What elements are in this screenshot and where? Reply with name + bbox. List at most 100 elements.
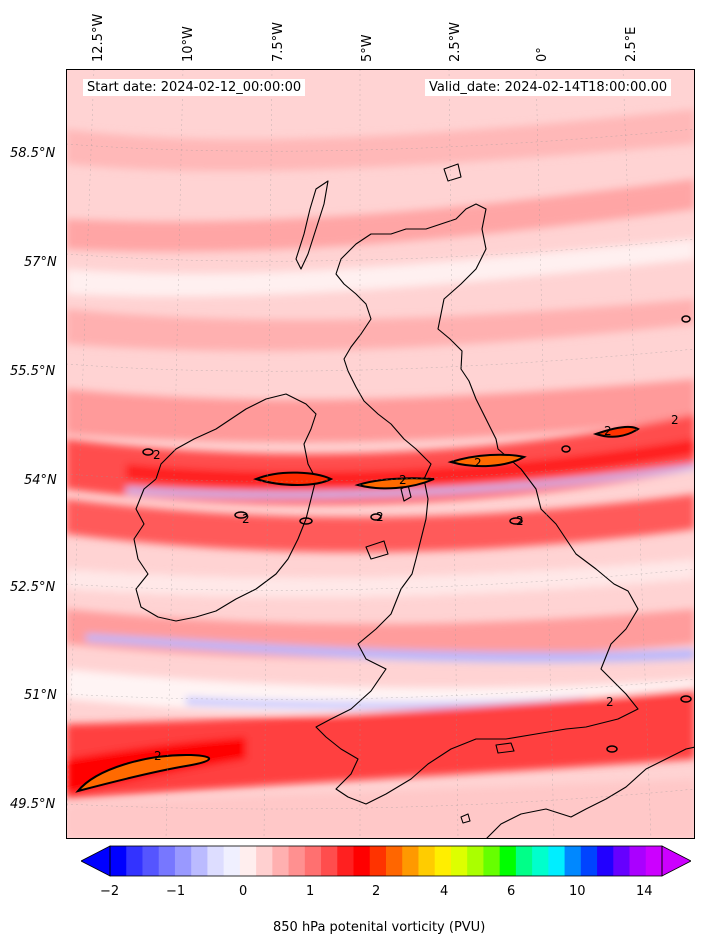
pv-band-blue-2 <box>86 634 695 663</box>
lon-label-0: 0° <box>535 47 550 62</box>
colorbar-segment <box>191 846 208 876</box>
contour-label: 2 <box>153 448 161 462</box>
coastline-orkney <box>443 163 462 182</box>
colorbar-segment <box>645 846 663 876</box>
colorbar-extend-high <box>661 845 691 877</box>
colorbar-segment <box>434 846 452 876</box>
colorbar-segment <box>386 846 403 876</box>
pv-contours <box>75 425 640 793</box>
colorbar-segment <box>515 846 533 876</box>
coastline-hebrides <box>295 180 329 270</box>
colorbar-segment <box>321 846 338 876</box>
lon-label-12.5w: 12.5°W <box>91 13 106 62</box>
pv-band-north-3 <box>66 299 695 352</box>
pv-band-central-2 <box>66 494 695 553</box>
contour-loop <box>299 517 313 525</box>
colorbar-tick-4: 4 <box>440 884 449 899</box>
pv-band-north-2 <box>66 179 695 252</box>
coastline-isle-of-wight <box>495 742 515 754</box>
colorbar-extend-low <box>81 845 111 877</box>
lon-label-5w: 5°W <box>360 34 375 62</box>
colorbar-segment <box>402 846 419 876</box>
colorbar-segment <box>337 846 355 876</box>
colorbar-segment <box>597 846 614 876</box>
lat-label-55.5n: 55.5°N <box>10 364 56 379</box>
colorbar-segment <box>499 846 517 876</box>
contour-label: 2 <box>671 413 679 427</box>
colorbar-segment <box>223 846 241 876</box>
contour-loop <box>370 513 382 521</box>
contour-loop <box>142 448 154 456</box>
colorbar-segment <box>467 846 484 876</box>
coastline-anglesey <box>365 540 389 560</box>
colorbar-segment <box>239 846 257 876</box>
contour-label: 2 <box>474 456 482 470</box>
contour-label: 2 <box>242 512 250 526</box>
contour-label: 2 <box>606 695 614 709</box>
pv-band-bottom <box>66 779 695 839</box>
colorbar-segment <box>207 846 225 876</box>
pv-map: 2 2 2 2 2 2 2 2 2 2 <box>66 69 695 839</box>
lat-label-52.5n: 52.5°N <box>10 580 56 595</box>
colorbar-segment <box>532 846 549 876</box>
lat-label-51n: 51°N <box>24 688 57 703</box>
contour-label: 2 <box>516 514 524 528</box>
contour-loop <box>681 315 691 323</box>
colorbar-segment <box>483 846 501 876</box>
colorbar <box>81 845 691 877</box>
colorbar-segment <box>174 846 192 876</box>
colorbar-tick-2: 2 <box>372 884 381 899</box>
colorbar-segment <box>256 846 273 876</box>
colorbar-segment <box>110 846 127 876</box>
colorbar-segment <box>158 846 176 876</box>
colorbar-tick-neg2: −2 <box>100 884 120 899</box>
colorbar-segment <box>418 846 436 876</box>
valid-date-label: Valid_date: 2024-02-14T18:00:00.00 <box>425 79 672 96</box>
colorbar-segment <box>353 846 371 876</box>
lat-label-49.5n: 49.5°N <box>10 797 56 812</box>
pv-band-pale-2 <box>66 559 695 598</box>
colorbar-segment <box>126 846 143 876</box>
contour-small-loops <box>142 315 692 753</box>
colorbar-segment <box>580 846 598 876</box>
colorbar-tick-neg1: −1 <box>166 884 186 899</box>
coastlines <box>133 163 695 839</box>
colorbar-segment <box>304 846 322 876</box>
colorbar-tick-6: 6 <box>507 884 516 899</box>
contour-central-3 <box>447 453 527 468</box>
colorbar-segment <box>272 846 290 876</box>
lon-label-2.5w: 2.5°W <box>448 21 463 62</box>
pv-band-mid-1 <box>66 379 695 443</box>
colorbar-tick-14: 14 <box>636 884 653 899</box>
lon-label-2.5e: 2.5°E <box>624 26 639 62</box>
graticule <box>66 69 695 839</box>
lat-label-58.5n: 58.5°N <box>10 146 56 161</box>
colorbar-segment <box>629 846 647 876</box>
pv-band-south-strong <box>66 689 695 799</box>
coastline-great-britain <box>315 203 639 805</box>
colorbar-segment <box>613 846 631 876</box>
colorbar-segment <box>450 846 468 876</box>
contour-label: 2 <box>604 424 612 438</box>
colorbar-label: 850 hPa potenital vorticity (PVU) <box>273 920 486 935</box>
colorbar-segment <box>564 846 582 876</box>
contour-central-1 <box>253 471 334 486</box>
coastline-ireland <box>133 393 317 622</box>
colorbar-tick-1: 1 <box>306 884 315 899</box>
start-date-label: Start date: 2024-02-12_00:00:00 <box>83 79 306 96</box>
contour-loop <box>561 445 571 453</box>
lat-label-54n: 54°N <box>24 473 57 488</box>
coastline-france <box>485 746 695 839</box>
colorbar-segment <box>369 846 387 876</box>
colorbar-tick-0: 0 <box>239 884 248 899</box>
colorbar-segment <box>548 846 566 876</box>
contour-label: 2 <box>399 473 407 487</box>
lon-label-10w: 10°W <box>181 26 196 62</box>
pv-band-central-blue <box>126 464 695 498</box>
contour-label: 2 <box>154 749 162 763</box>
contour-loop <box>509 517 523 525</box>
contour-central-2 <box>354 477 435 490</box>
lat-label-57n: 57°N <box>24 255 57 270</box>
contour-loop <box>606 745 618 753</box>
pv-band-north-1 <box>66 109 695 172</box>
